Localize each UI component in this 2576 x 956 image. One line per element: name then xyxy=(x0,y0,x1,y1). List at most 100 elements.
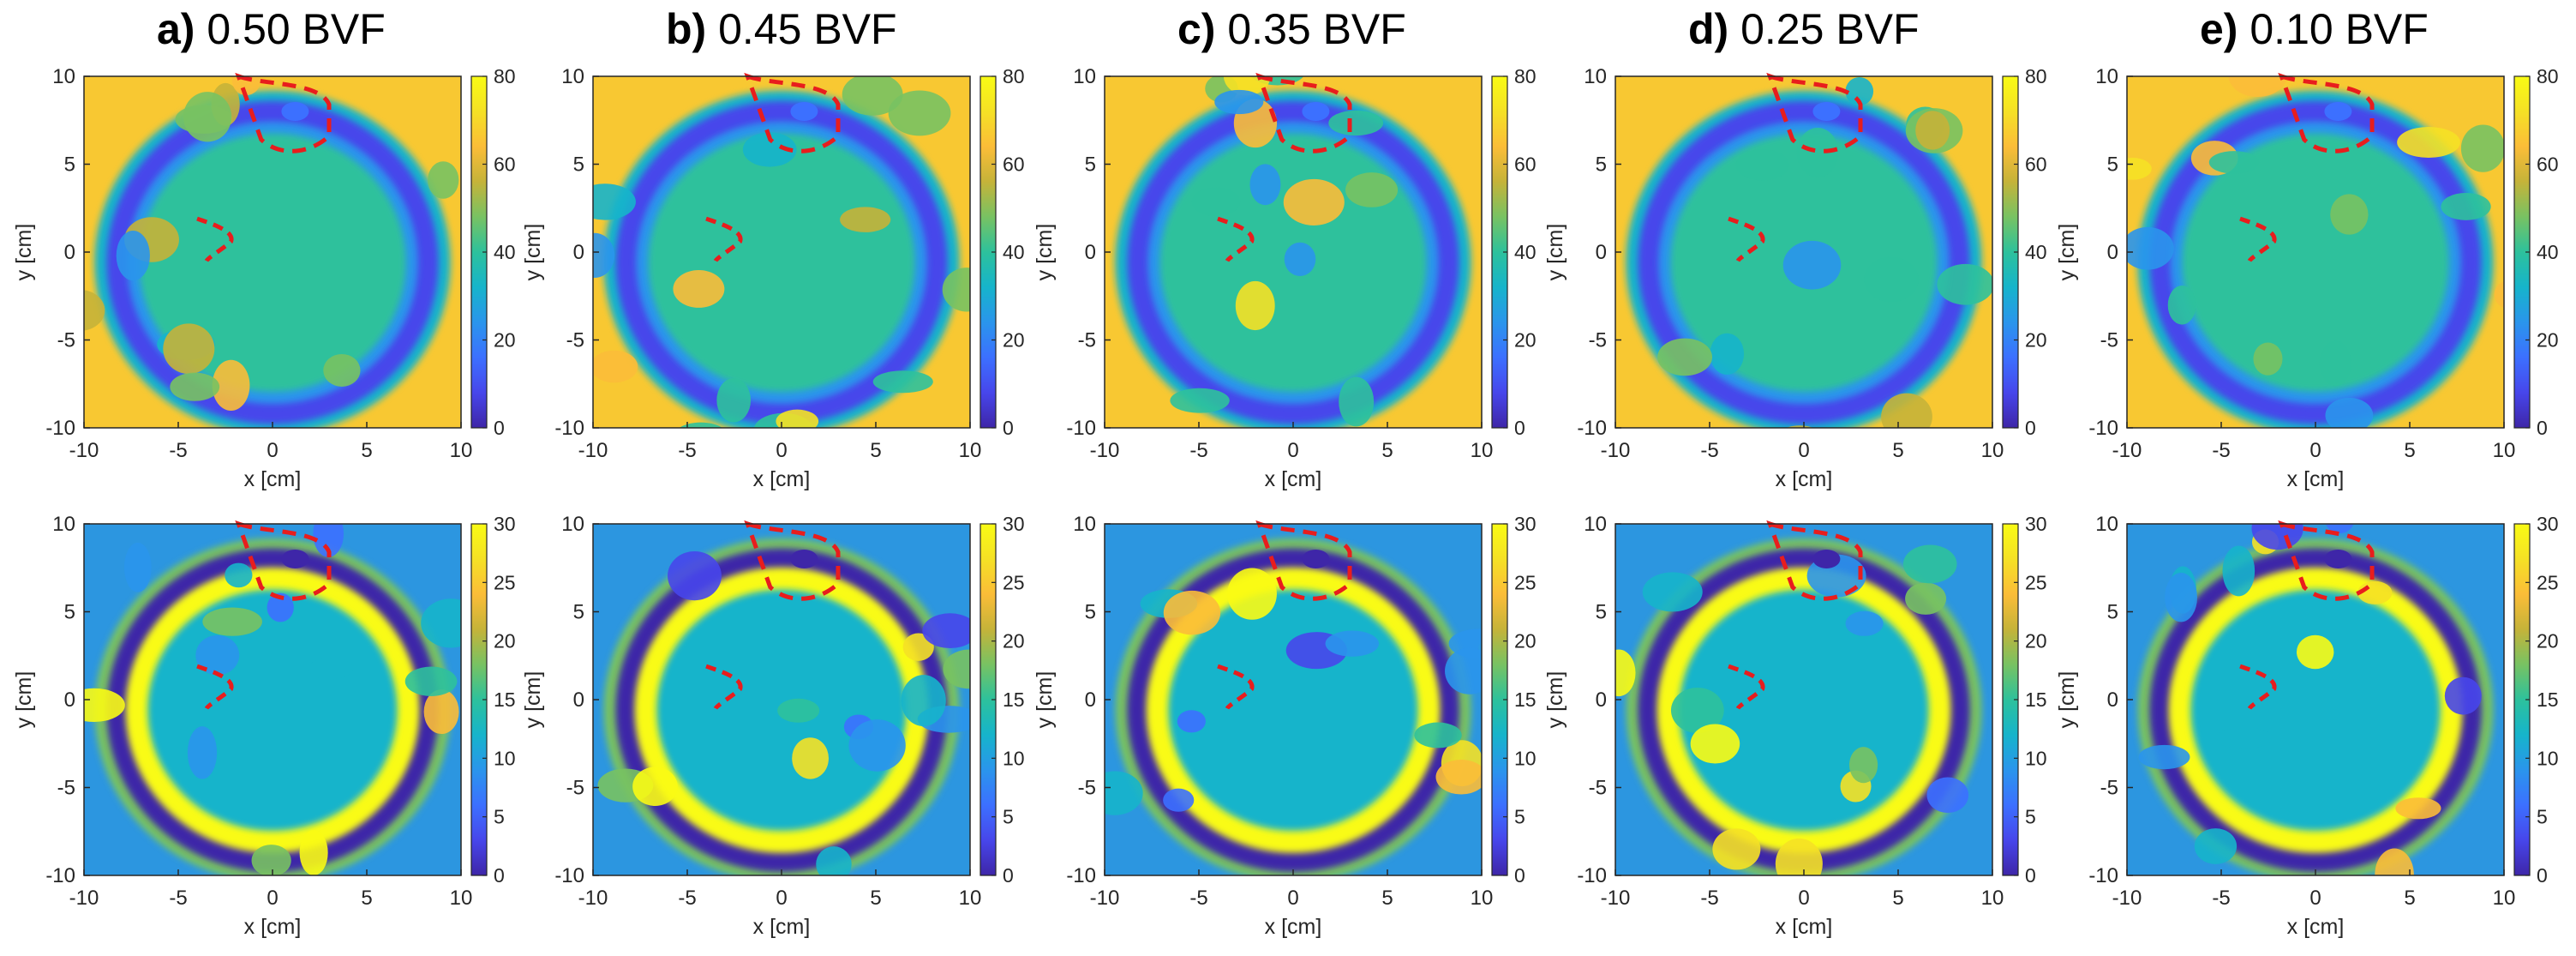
panel-letter: c) xyxy=(1177,5,1216,53)
y-tick-label: 5 xyxy=(64,153,75,177)
x-tick-label: 0 xyxy=(267,887,278,910)
y-tick-label: 0 xyxy=(64,688,75,712)
x-tick-label: 10 xyxy=(1981,887,2004,910)
x-axis-label: x [cm] xyxy=(1265,467,1322,491)
x-tick-label: -10 xyxy=(578,439,608,462)
colorbar-tick-label: 40 xyxy=(494,241,516,263)
roi-outline-left xyxy=(705,216,743,262)
y-tick-label: 0 xyxy=(1596,241,1607,264)
colorbar-tick-label: 40 xyxy=(1003,241,1025,263)
map-panel: -10 -5 0 5 10 10 5 0 -5 -10 x [cm] y [cm] 80 60 40 20 0 xyxy=(1033,65,1537,491)
roi-outline-left xyxy=(196,664,234,710)
y-tick-label: 5 xyxy=(1596,601,1607,624)
tissue-patch xyxy=(428,161,459,199)
lesion-upper xyxy=(1812,102,1841,121)
colorbar-tick-label: 80 xyxy=(2025,65,2047,87)
panel-letter: e) xyxy=(2200,5,2238,53)
x-axis-label: x [cm] xyxy=(1265,915,1322,939)
y-tick-label: 10 xyxy=(561,513,584,536)
roi-outline-left xyxy=(1217,216,1255,262)
tissue-patch xyxy=(1177,710,1206,733)
tissue-patch xyxy=(1283,178,1345,225)
tissue-patch xyxy=(1670,687,1724,734)
tissue-patch xyxy=(1445,647,1482,694)
tissue-patch xyxy=(267,592,294,622)
x-tick-label: 0 xyxy=(1287,439,1298,462)
y-tick-label: 0 xyxy=(2107,688,2118,712)
tissue-patch xyxy=(1170,388,1230,413)
tissue-patch xyxy=(2325,397,2374,428)
tissue-patch xyxy=(2165,573,2198,622)
y-tick-label: -10 xyxy=(554,417,584,440)
colorbar-tick-label: 0 xyxy=(494,864,505,887)
y-tick-label: -10 xyxy=(2088,864,2118,887)
x-tick-label: 10 xyxy=(959,439,982,462)
colorbar-tick-label: 30 xyxy=(1514,513,1537,535)
x-tick-label: 10 xyxy=(450,887,473,910)
x-axis-label: x [cm] xyxy=(753,915,811,939)
tissue-patch xyxy=(2208,151,2260,174)
panel-title: c) 0.35 BVF xyxy=(1177,2,1406,57)
y-tick-label: 10 xyxy=(561,65,584,88)
roi-outline-upper xyxy=(1255,520,1352,601)
tissue-patch xyxy=(212,359,250,411)
x-tick-label: 5 xyxy=(2404,887,2415,910)
x-tick-label: 0 xyxy=(776,439,787,462)
colorbar-tick-label: 5 xyxy=(2025,806,2036,828)
map-panel: -10 -5 0 5 10 10 5 0 -5 -10 x [cm] y [cm] 30 25 20 15 10… xyxy=(2055,513,2559,939)
colorbar-tick-label: 60 xyxy=(2025,153,2047,176)
tissue-patch xyxy=(1902,544,1957,584)
tissue-patch xyxy=(313,524,344,557)
map-panel: -10 -5 0 5 10 10 5 0 -5 -10 x [cm] y [cm] 80 60 40 20 0 xyxy=(12,65,516,491)
colorbar-tick-label: 0 xyxy=(2025,417,2036,439)
panel-title: b) 0.45 BVF xyxy=(666,2,897,57)
tissue-patch xyxy=(123,542,152,592)
x-tick-label: 0 xyxy=(1287,887,1298,910)
y-tick-label: -5 xyxy=(566,777,584,800)
x-tick-label: 10 xyxy=(2493,439,2516,462)
tissue-patch xyxy=(777,698,820,723)
tissue-patch xyxy=(2253,342,2283,376)
y-tick-label: 10 xyxy=(1584,513,1607,536)
tissue-patch xyxy=(2330,194,2369,235)
colorbar-tick-label: 5 xyxy=(1003,806,1014,828)
y-tick-label: 5 xyxy=(573,153,584,177)
tissue-patch xyxy=(1845,76,1874,106)
tissue-patch xyxy=(1414,722,1462,749)
y-axis-label: y [cm] xyxy=(1543,224,1567,281)
colorbar-tick-label: 15 xyxy=(494,688,516,711)
roi-outline-upper xyxy=(2278,72,2375,153)
colorbar-tick-label: 0 xyxy=(2537,864,2548,887)
colorbar-tick-label: 20 xyxy=(494,329,516,352)
y-tick-label: -5 xyxy=(1589,777,1607,800)
tissue-patch xyxy=(225,562,253,588)
tissue-patch xyxy=(163,323,215,375)
y-axis-label: y [cm] xyxy=(521,671,545,729)
map-panel: -10 -5 0 5 10 10 5 0 -5 -10 x [cm] y [cm] 80 60 40 20 0 xyxy=(521,65,1025,491)
tissue-patch xyxy=(2395,797,2441,820)
tissue-patch xyxy=(848,719,906,772)
tissue-patch xyxy=(1782,240,1842,290)
colorbar-tick-label: 20 xyxy=(2025,329,2047,352)
tissue-patch xyxy=(195,634,240,676)
roi-outline-upper xyxy=(1766,72,1863,153)
panel-letter: d) xyxy=(1688,5,1729,53)
colorbar-tick-label: 80 xyxy=(2537,65,2559,87)
tissue-patch xyxy=(2397,127,2460,158)
tissue-patch xyxy=(84,688,125,723)
tissue-patch xyxy=(1325,630,1380,657)
x-axis-label: x [cm] xyxy=(244,915,302,939)
x-tick-label: -10 xyxy=(2112,887,2142,910)
colorbar-tick-label: 0 xyxy=(1003,864,1014,887)
x-tick-label: 10 xyxy=(1471,439,1494,462)
brain-region xyxy=(648,133,915,392)
y-axis-label: y [cm] xyxy=(12,224,36,281)
x-tick-label: 5 xyxy=(1892,887,1903,910)
lesion-upper xyxy=(281,102,309,121)
brain-region xyxy=(139,133,406,392)
roi-outline-left xyxy=(2239,664,2277,710)
lesion-upper xyxy=(1302,550,1330,568)
tissue-patch xyxy=(170,372,220,401)
tissue-patch xyxy=(742,132,797,167)
tissue-patch xyxy=(840,207,891,232)
